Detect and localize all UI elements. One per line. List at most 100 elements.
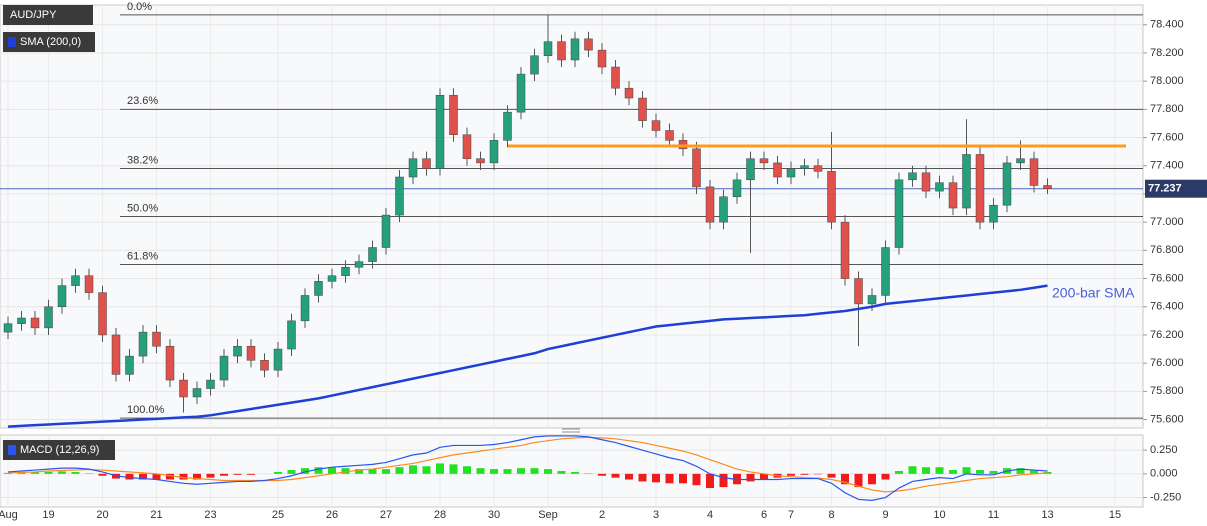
fib-label: 23.6% <box>127 95 158 107</box>
candle-body <box>1043 185 1052 189</box>
histogram-bar <box>328 467 336 474</box>
x-tick-label: Aug <box>0 509 18 521</box>
x-tick-label: 21 <box>150 509 162 521</box>
candle-body <box>800 165 809 169</box>
histogram-bar <box>854 473 863 488</box>
histogram-bar <box>1030 470 1038 474</box>
candle-body <box>476 158 485 164</box>
candle-body <box>233 345 242 357</box>
candle-body <box>408 158 418 178</box>
histogram-bar <box>247 473 255 475</box>
candle-body <box>368 247 377 262</box>
candle-body <box>719 196 728 223</box>
histogram-bar <box>719 473 728 488</box>
histogram-bar <box>908 466 917 474</box>
histogram-bar <box>679 473 687 484</box>
x-tick-label: 6 <box>761 509 767 521</box>
histogram-bar <box>841 473 849 485</box>
histogram-bar <box>233 473 242 475</box>
candle-body <box>422 158 431 169</box>
candle-body <box>557 41 566 61</box>
candle-body <box>462 134 472 159</box>
candle-body <box>395 176 404 216</box>
candle-body <box>962 154 971 209</box>
fib-label: 0.0% <box>127 1 152 13</box>
x-tick-label: 11 <box>988 509 999 521</box>
histogram-bar <box>220 473 228 476</box>
histogram-bar <box>895 471 903 474</box>
candle-body <box>665 130 674 141</box>
y-tick-label: 78.400 <box>1150 19 1184 31</box>
candle-body <box>435 94 445 169</box>
candle-body <box>746 158 755 181</box>
symbol-box <box>3 5 93 25</box>
candle-body <box>543 41 553 57</box>
candle-body <box>867 295 877 305</box>
histogram-bar <box>989 471 998 474</box>
histogram-bar <box>395 467 404 474</box>
histogram-bar <box>274 471 282 474</box>
candle-body <box>894 179 904 248</box>
sma-label: 200-bar SMA <box>1052 285 1135 301</box>
histogram-bar <box>503 469 512 474</box>
candle-body <box>1029 158 1039 186</box>
candle-body <box>138 331 148 357</box>
histogram-bar <box>827 473 836 478</box>
macd-title: MACD (12,26,9) <box>20 444 99 456</box>
histogram-bar <box>287 470 296 474</box>
candle-body <box>17 317 26 324</box>
histogram-bar <box>557 471 566 474</box>
x-tick-label: 13 <box>1041 509 1053 521</box>
fib-label: 61.8% <box>127 250 158 262</box>
candle-body <box>125 355 134 375</box>
y-tick-label: 78.200 <box>1150 47 1184 59</box>
y-tick-label: 76.600 <box>1150 272 1184 284</box>
histogram-bar <box>449 464 458 474</box>
macd-panel <box>0 434 1144 508</box>
histogram-bar <box>409 465 417 474</box>
candle-body <box>651 120 661 131</box>
histogram-bar <box>1043 471 1052 474</box>
x-tick-label: 15 <box>1109 509 1121 521</box>
histogram-bar <box>31 471 39 474</box>
x-tick-label: 2 <box>599 509 605 521</box>
x-tick-label: 8 <box>828 509 834 521</box>
histogram-bar <box>341 468 350 474</box>
price-tag <box>1145 179 1207 198</box>
histogram-bar <box>1016 468 1025 474</box>
candle-body <box>3 323 13 333</box>
histogram-bar <box>44 471 53 474</box>
candle-body <box>921 172 931 192</box>
histogram-bar <box>98 473 107 476</box>
x-tick-label: 20 <box>96 509 108 521</box>
x-tick-label: 4 <box>707 509 713 521</box>
histogram-bar <box>922 467 930 474</box>
indicator-box <box>3 32 95 52</box>
candle-body <box>246 345 256 361</box>
histogram-bar <box>490 469 498 474</box>
histogram-bar <box>368 469 377 474</box>
histogram-bar <box>935 467 944 474</box>
y-tick-label: 77.400 <box>1150 160 1184 172</box>
candle-body <box>935 182 944 192</box>
candle-body <box>354 261 364 268</box>
candle-body <box>570 38 580 61</box>
histogram-bar <box>665 473 674 484</box>
sma-line <box>7 284 1048 428</box>
y-tick-label: -0.250 <box>1150 491 1181 503</box>
candle-body <box>840 221 850 279</box>
candle-body <box>503 111 512 141</box>
y-tick-label: 75.800 <box>1150 385 1184 397</box>
candle-body <box>759 158 769 164</box>
y-tick-label: 76.200 <box>1150 329 1184 341</box>
candle-body <box>449 94 458 135</box>
x-tick-label: 28 <box>434 509 446 521</box>
candle-body <box>489 140 499 164</box>
x-tick-label: 19 <box>42 509 54 521</box>
histogram-bar <box>868 473 876 485</box>
macd-swatch <box>8 445 16 455</box>
histogram-bar <box>706 473 714 489</box>
histogram-bar <box>800 473 809 475</box>
